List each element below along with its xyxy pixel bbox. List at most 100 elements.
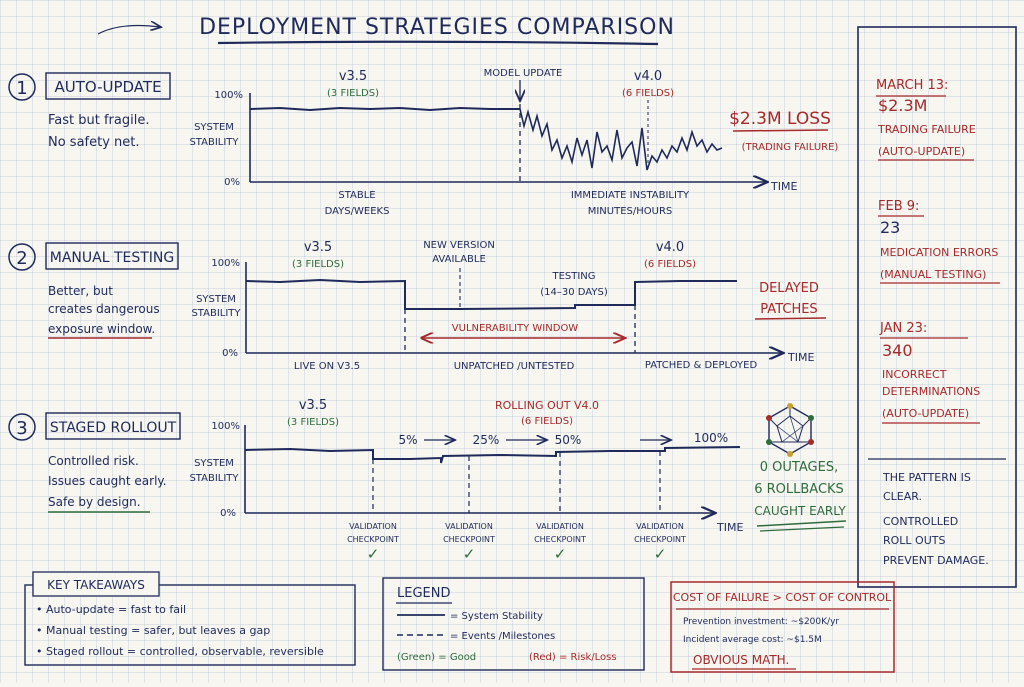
y-axis-bottom-label: 0%: [224, 177, 240, 188]
bottom-left-label: Live on v3.5: [294, 361, 360, 372]
success-callout-underline: [759, 526, 845, 532]
stability-line: [245, 278, 737, 310]
decorative-arrow-icon: [97, 26, 160, 35]
checkmark-icon: ✓: [463, 545, 476, 563]
event-label: available: [432, 254, 486, 265]
section-auto-update: 1 Auto-Update Fast but fragile. No safet…: [8, 68, 839, 217]
incident-date: March 13:: [876, 78, 948, 93]
old-version-label: v3.5: [304, 240, 332, 255]
bottom-right-label: minutes/hours: [588, 206, 673, 217]
takeaway-bullet: •: [36, 603, 43, 616]
section-desc-line: No safety net.: [48, 135, 140, 150]
bottom-left-label: Stable: [338, 190, 375, 201]
success-callout: 6 rollbacks: [754, 482, 844, 497]
incident-desc: Incorrect: [882, 368, 947, 381]
section-name-box: [45, 412, 181, 440]
takeaways-frame: [24, 584, 356, 666]
section-desc-line: Controlled risk.: [48, 454, 139, 468]
incident-date: Feb 9:: [878, 199, 919, 214]
event-label: New version: [423, 240, 495, 251]
event-label: Model update: [484, 68, 563, 79]
checkpoint: Validation checkpoint ✓: [347, 522, 399, 563]
y-axis-bottom-label: 0%: [220, 508, 236, 519]
checkpoint-label: Validation: [349, 522, 397, 531]
stability-line: [244, 446, 741, 464]
new-version-label: v4.0: [634, 69, 662, 84]
y-axis-top-label: 100%: [214, 90, 243, 101]
incident-desc: Trading failure: [877, 123, 976, 136]
x-axis-title: Time: [787, 351, 814, 364]
cost-conclusion: Obvious math.: [693, 653, 789, 667]
legend-dashed-label: = Events /Milestones: [450, 631, 555, 642]
stage-label: 100%: [694, 431, 728, 445]
delayed-callout: patches: [760, 302, 817, 317]
section-name: Manual Testing: [50, 250, 175, 266]
takeaway-item: Auto-update = fast to fail: [46, 603, 186, 616]
takeaway-bullet: •: [36, 624, 43, 637]
cost-line: Incident average cost: ~$1.5M: [683, 635, 822, 645]
checkmark-icon: ✓: [554, 545, 567, 563]
stability-line-unstable: [519, 108, 723, 171]
pattern-line: prevent damage.: [883, 554, 989, 567]
section-staged-rollout: 3 Staged Rollout Controlled risk. Issues…: [8, 398, 846, 563]
loss-callout-sub: (trading failure): [742, 142, 839, 153]
section-name-box: [45, 242, 179, 270]
incident-value: 23: [880, 218, 900, 237]
checkpoint-label: checkpoint: [534, 535, 586, 544]
pattern-line: The pattern is: [882, 471, 971, 484]
bottom-left-label: days/weeks: [325, 206, 390, 217]
title-underline: [217, 40, 659, 46]
old-version-label: v3.5: [339, 69, 367, 84]
stage-label: 25%: [473, 433, 500, 447]
y-axis-top-label: 100%: [211, 421, 240, 432]
cost-title: Cost of Failure > Cost of Control: [673, 591, 892, 604]
takeaway-bullet: •: [36, 645, 43, 658]
checkmark-icon: ✓: [367, 545, 380, 563]
pattern-line: Controlled: [883, 515, 958, 528]
y-axis-bottom-label: 0%: [222, 348, 238, 359]
section-name: Auto-Update: [54, 78, 161, 96]
incident-source: (Auto-update): [882, 407, 969, 420]
cost-box: Cost of Failure > Cost of Control Preven…: [670, 581, 895, 673]
x-axis-title: Time: [716, 521, 743, 534]
section-desc-line: Issues caught early.: [48, 474, 167, 488]
section-desc-line: Fast but fragile.: [48, 113, 149, 128]
checkpoint-label: checkpoint: [443, 535, 495, 544]
section-name: Staged Rollout: [50, 420, 177, 436]
checkpoint-label: Validation: [536, 522, 584, 531]
page-title: Deployment Strategies Comparison: [199, 15, 675, 40]
pattern-line: clear.: [883, 490, 922, 503]
rollout-label: Rolling out v4.0: [495, 399, 599, 412]
section-desc-line: Better, but: [48, 284, 113, 298]
checkpoint-label: checkpoint: [347, 535, 399, 544]
incident-panel-frame: [857, 26, 1017, 588]
y-axis-title: System: [194, 458, 234, 469]
pattern-line: roll outs: [883, 534, 945, 547]
legend-box: Legend = System Stability = Events /Mile…: [382, 577, 645, 671]
section-number-badge: [8, 413, 36, 441]
checkpoint-label: checkpoint: [634, 535, 686, 544]
bottom-right-label: Immediate instability: [571, 190, 690, 201]
testing-label: (14–30 days): [540, 287, 608, 298]
success-callout: caught early: [754, 504, 846, 518]
new-version-fields: (6 fields): [644, 259, 696, 270]
old-version-fields: (3 fields): [327, 88, 379, 99]
section-name-box: [45, 72, 171, 100]
legend-red-label: (Red) = Risk/Loss: [529, 652, 617, 663]
legend-frame: [382, 577, 645, 671]
new-version-label: v4.0: [656, 240, 684, 255]
section-desc-line: exposure window.: [48, 322, 155, 336]
network-shield-icon: [766, 403, 814, 457]
vulnerability-window-label: Vulnerability window: [452, 323, 579, 334]
incident-source: (Manual testing): [880, 268, 986, 281]
y-axis-title: Stability: [189, 137, 239, 148]
checkpoint: Validation checkpoint ✓: [634, 522, 686, 563]
loss-callout-underline: [732, 129, 829, 132]
checkpoint: Validation checkpoint ✓: [443, 522, 495, 563]
cost-line: Prevention investment: ~$200K/yr: [683, 617, 839, 627]
new-version-fields: (6 fields): [622, 88, 674, 99]
incident-value: $2.3M: [878, 96, 927, 115]
stage-label: 5%: [398, 433, 417, 447]
